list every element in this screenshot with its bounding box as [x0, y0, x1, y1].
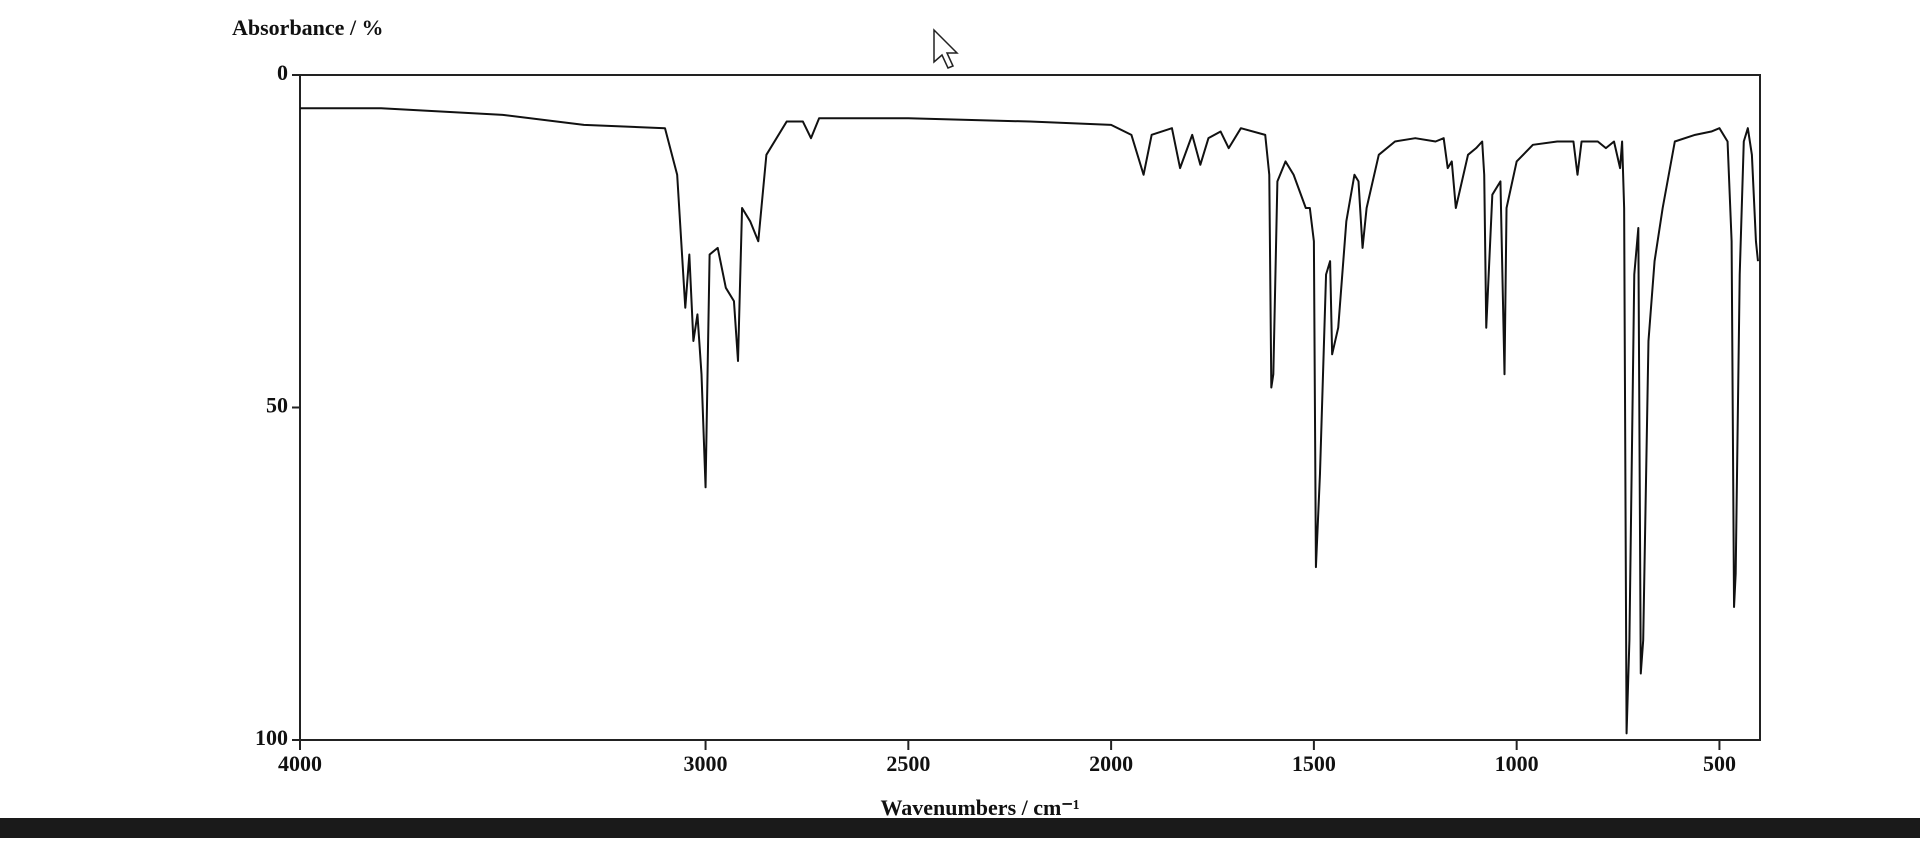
x-tick-label: 500 [1703, 751, 1736, 776]
x-tick-label: 4000 [278, 751, 322, 776]
x-tick-label: 1500 [1292, 751, 1336, 776]
spectrum-line [300, 107, 1759, 735]
x-tick-label: 2500 [886, 751, 930, 776]
x-tick-label: 1000 [1495, 751, 1539, 776]
y-tick-label: 0 [277, 60, 288, 85]
mouse-cursor [933, 28, 959, 69]
y-axis-label: Absorbance / % [232, 15, 384, 40]
x-axis-label: Wavenumbers / cm⁻¹ [880, 795, 1079, 820]
y-tick-label: 50 [266, 393, 288, 418]
x-tick-label: 2000 [1089, 751, 1133, 776]
x-tick-label: 3000 [684, 751, 728, 776]
screen-bezel [0, 818, 1920, 838]
y-tick-label: 100 [255, 725, 288, 750]
plot-frame [299, 74, 1761, 741]
